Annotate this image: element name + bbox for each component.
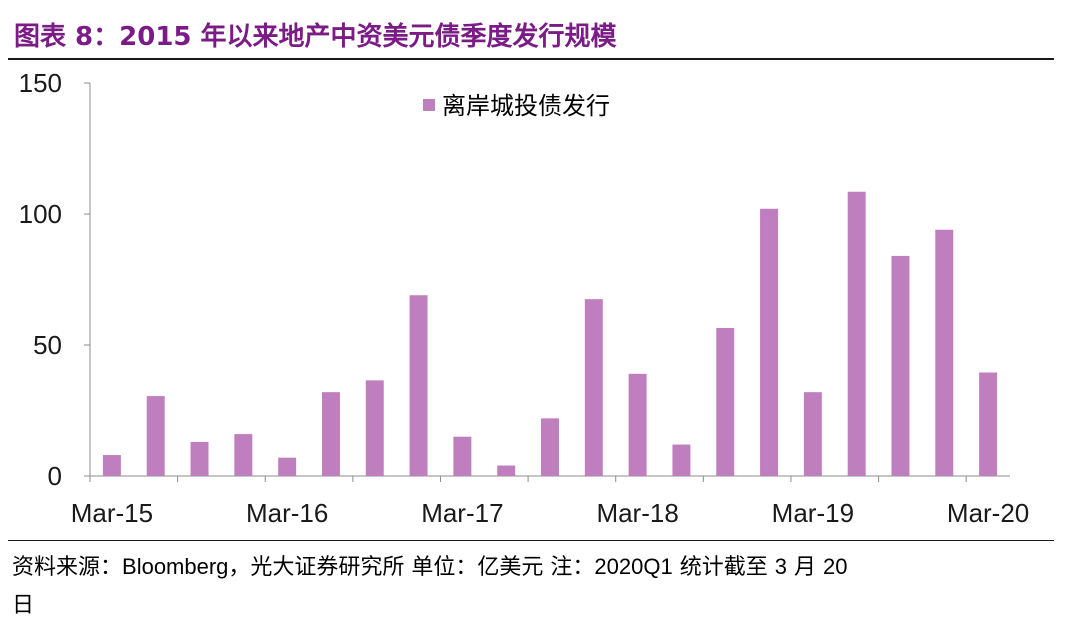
bottom-rule: [8, 540, 1054, 541]
x-tick-label: Mar-20: [947, 498, 1029, 528]
bar: [497, 465, 516, 476]
bar: [541, 418, 559, 476]
note-month: 3: [774, 554, 787, 579]
source-note: 资料来源：Bloomberg，光大证券研究所 单位：亿美元 注：2020Q1 统…: [12, 548, 1057, 625]
note-tail: 日: [12, 593, 35, 618]
bar: [102, 455, 121, 476]
note-day: 20: [822, 554, 848, 579]
bar-chart: 0 50 100 150 Mar-15 Mar-16 Mar-17 Mar-18 Mar-19…: [19, 68, 1030, 528]
bar: [234, 434, 253, 476]
x-tick-label: Mar-18: [596, 498, 678, 528]
source-name: Bloomberg: [122, 554, 229, 579]
y-tick-label: 100: [19, 199, 62, 229]
bar: [584, 299, 603, 476]
x-tick-label: Mar-16: [246, 498, 328, 528]
bar: [321, 392, 340, 476]
x-tick-label: Mar-19: [772, 498, 854, 528]
legend-label: 离岸城投债发行: [442, 92, 610, 120]
legend-swatch: [423, 99, 435, 111]
y-tick-label: 150: [19, 68, 62, 98]
bar: [146, 396, 165, 476]
bar: [979, 372, 998, 476]
bar: [672, 444, 691, 476]
bar: [760, 208, 779, 476]
bar: [716, 327, 735, 476]
x-tick-label: Mar-15: [71, 498, 153, 528]
y-axis-ticks: 0 50 100 150: [19, 68, 90, 491]
bar: [453, 436, 472, 476]
figure-title: 图表 8：2015 年以来地产中资美元债季度发行规模: [14, 22, 617, 52]
bar: [409, 295, 428, 476]
bar: [278, 457, 297, 476]
legend: 离岸城投债发行: [423, 92, 610, 120]
note-unit: 月: [786, 555, 823, 580]
bar: [190, 441, 209, 476]
bar: [847, 191, 866, 477]
bars: [102, 191, 998, 477]
note-code: 2020Q1: [594, 554, 673, 579]
note-text: 统计截至: [672, 555, 768, 580]
bar: [891, 255, 910, 476]
bar: [803, 392, 822, 476]
y-tick-label: 0: [48, 461, 62, 491]
x-tick-label: Mar-17: [421, 498, 503, 528]
bar: [365, 380, 384, 476]
y-tick-label: 50: [33, 330, 62, 360]
source-prefix: 资料来源：: [12, 555, 123, 580]
top-rule: [8, 58, 1054, 60]
bar: [628, 373, 647, 476]
x-axis-ticks: Mar-15 Mar-16 Mar-17 Mar-18 Mar-19 Mar-20: [71, 476, 1029, 528]
bar: [935, 229, 954, 476]
source-rest: ，光大证券研究所 单位：亿美元 注：: [228, 555, 595, 580]
